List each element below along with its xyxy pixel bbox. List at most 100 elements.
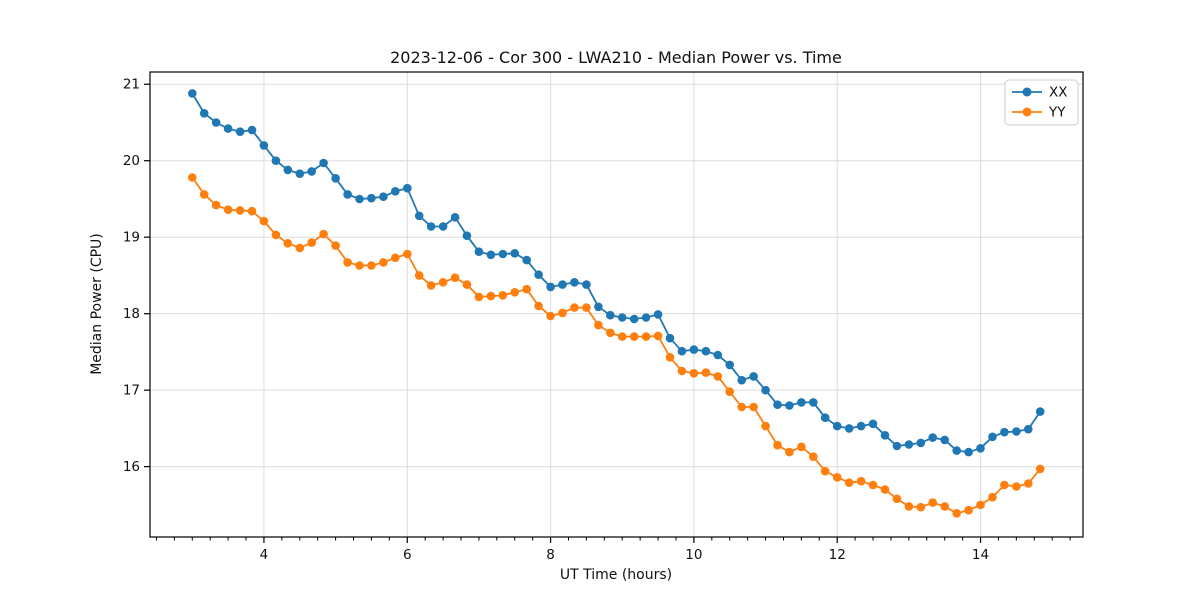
data-point-yy bbox=[283, 239, 293, 248]
data-point-xx bbox=[546, 282, 555, 292]
data-point-yy bbox=[426, 281, 436, 290]
data-point-yy bbox=[319, 229, 328, 239]
data-point-yy bbox=[701, 368, 711, 377]
data-point-xx bbox=[343, 190, 352, 199]
data-point-yy bbox=[188, 173, 197, 182]
y-tick-label: 18 bbox=[123, 306, 140, 322]
data-point-xx bbox=[1000, 427, 1009, 437]
data-point-xx bbox=[629, 314, 639, 324]
data-point-yy bbox=[653, 331, 663, 341]
data-point-yy bbox=[832, 473, 842, 482]
data-point-xx bbox=[259, 141, 269, 150]
data-point-yy bbox=[355, 261, 364, 270]
data-point-xx bbox=[534, 270, 543, 280]
data-point-xx bbox=[773, 400, 782, 410]
data-point-xx bbox=[725, 360, 734, 370]
data-point-yy bbox=[617, 332, 627, 341]
data-point-xx bbox=[438, 222, 448, 231]
data-point-xx bbox=[450, 213, 460, 222]
data-point-yy bbox=[391, 253, 400, 263]
data-point-yy bbox=[940, 502, 949, 511]
grid-layer bbox=[150, 72, 1083, 537]
y-axis-label: Median Power (CPU) bbox=[89, 233, 105, 375]
data-point-yy bbox=[665, 353, 675, 362]
data-point-xx bbox=[916, 438, 926, 448]
data-point-yy bbox=[594, 320, 603, 330]
data-point-xx bbox=[391, 187, 400, 196]
data-point-xx bbox=[701, 346, 711, 356]
data-point-xx bbox=[832, 421, 842, 431]
data-point-yy bbox=[844, 478, 854, 488]
data-point-yy bbox=[414, 271, 424, 280]
legend-item-yy: YY bbox=[1012, 105, 1066, 121]
series-layer bbox=[188, 89, 1045, 518]
data-point-yy bbox=[271, 230, 281, 240]
chart-title: 2023-12-06 - Cor 300 - LWA210 - Median P… bbox=[390, 48, 842, 67]
series-line-yy bbox=[191, 176, 1041, 515]
data-point-yy bbox=[988, 492, 997, 502]
data-point-xx bbox=[797, 398, 806, 407]
data-point-xx bbox=[713, 350, 723, 360]
data-point-xx bbox=[761, 385, 770, 395]
x-tick-label: 8 bbox=[546, 547, 555, 563]
data-point-xx bbox=[892, 441, 902, 451]
x-tick-label: 10 bbox=[685, 547, 702, 563]
data-point-yy bbox=[534, 301, 543, 311]
data-point-xx bbox=[414, 211, 424, 221]
data-point-yy bbox=[689, 369, 699, 378]
data-point-xx bbox=[844, 424, 854, 433]
data-point-xx bbox=[188, 89, 197, 98]
data-point-xx bbox=[785, 401, 794, 410]
data-point-yy bbox=[749, 402, 758, 412]
data-point-yy bbox=[331, 241, 340, 250]
data-point-yy bbox=[235, 206, 245, 215]
data-point-xx bbox=[964, 447, 973, 457]
data-point-yy bbox=[713, 372, 723, 381]
data-point-xx bbox=[880, 431, 890, 440]
data-point-xx bbox=[211, 118, 221, 127]
data-point-yy bbox=[343, 258, 352, 267]
data-point-yy bbox=[797, 442, 806, 452]
data-point-yy bbox=[737, 402, 746, 412]
data-point-yy bbox=[486, 291, 496, 301]
y-tick-label: 21 bbox=[123, 77, 140, 93]
data-point-yy bbox=[1035, 464, 1045, 474]
y-tick-label: 16 bbox=[123, 459, 140, 475]
data-point-xx bbox=[307, 167, 317, 176]
data-point-yy bbox=[582, 303, 591, 312]
y-tick-label: 17 bbox=[123, 383, 140, 399]
data-point-xx bbox=[498, 249, 508, 259]
data-point-xx bbox=[856, 421, 866, 431]
data-point-yy bbox=[892, 494, 902, 504]
data-point-yy bbox=[964, 505, 973, 515]
data-point-yy bbox=[952, 509, 961, 518]
legend-item-xx: XX bbox=[1012, 85, 1068, 101]
data-point-yy bbox=[259, 216, 269, 226]
data-point-yy bbox=[809, 452, 818, 462]
data-point-yy bbox=[510, 288, 519, 297]
data-point-xx bbox=[641, 313, 651, 322]
data-point-xx bbox=[582, 280, 591, 289]
data-point-yy bbox=[725, 387, 734, 397]
data-point-yy bbox=[880, 485, 890, 494]
data-point-xx bbox=[749, 372, 758, 381]
legend-label-xx: XX bbox=[1049, 85, 1068, 101]
data-point-xx bbox=[689, 345, 699, 354]
legend: XX YY bbox=[1004, 79, 1079, 126]
data-point-xx bbox=[319, 158, 328, 168]
y-tick-label: 19 bbox=[123, 230, 140, 246]
data-point-yy bbox=[498, 291, 508, 300]
data-point-xx bbox=[355, 194, 364, 204]
data-point-xx bbox=[868, 419, 878, 429]
data-point-yy bbox=[379, 258, 388, 267]
data-point-yy bbox=[606, 328, 615, 338]
data-point-xx bbox=[606, 310, 615, 320]
data-point-xx bbox=[486, 250, 496, 260]
data-point-xx bbox=[247, 125, 257, 135]
data-point-xx bbox=[988, 432, 997, 442]
data-point-yy bbox=[1024, 479, 1033, 488]
data-point-xx bbox=[379, 192, 388, 201]
data-point-yy bbox=[785, 447, 794, 457]
